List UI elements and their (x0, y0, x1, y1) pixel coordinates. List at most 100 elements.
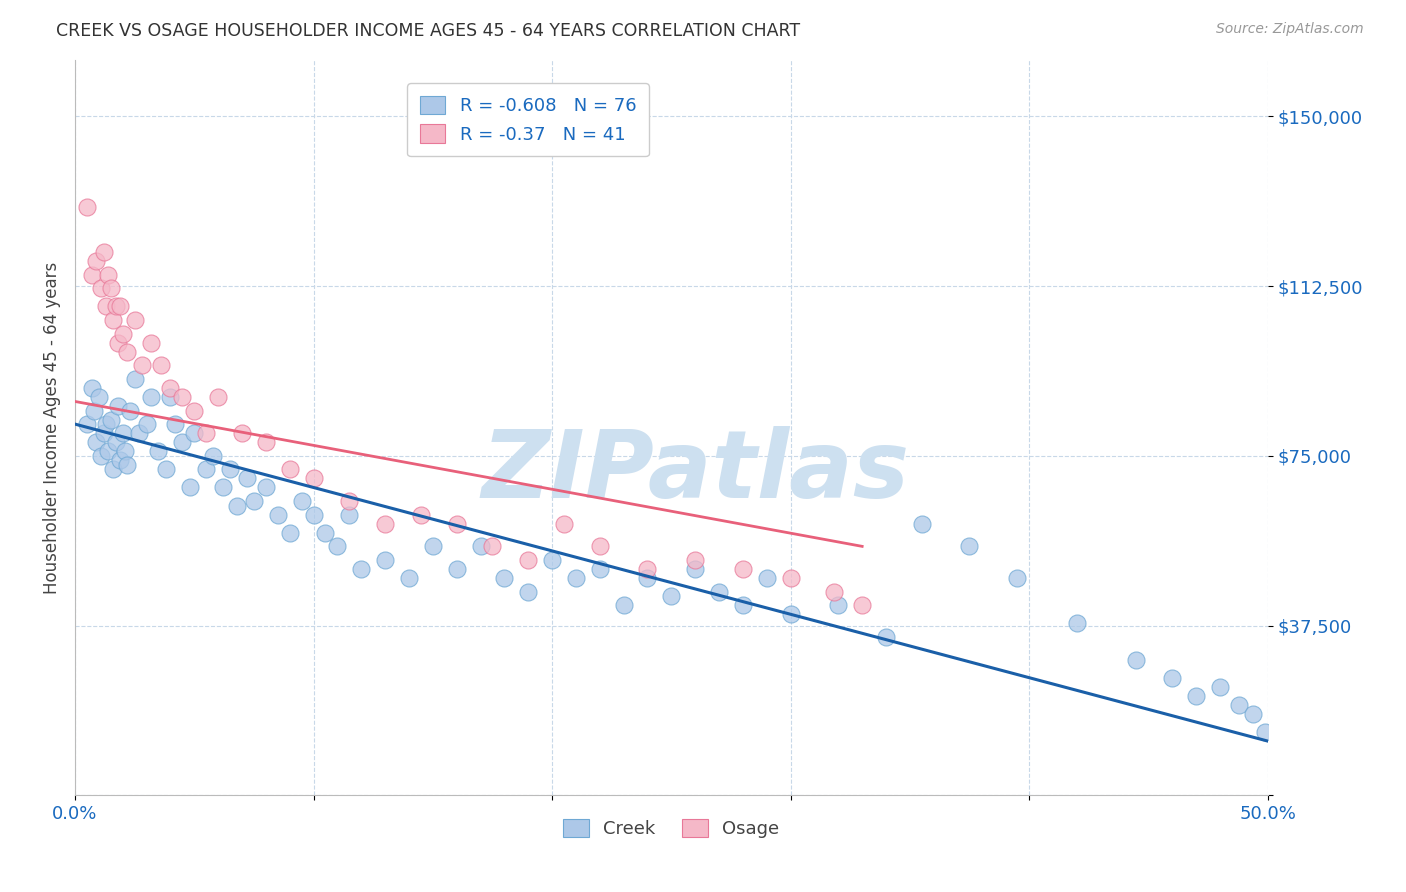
Point (87, 390, 110, 404)
Point (117, 458, 139, 472)
Point (111, 326, 134, 341)
Point (90, 281, 112, 295)
Point (1254, 725, 1277, 739)
Point (128, 426, 150, 441)
Point (159, 390, 181, 404)
Point (302, 508, 325, 522)
Point (100, 412, 122, 426)
Point (422, 540, 444, 554)
Point (110, 453, 132, 467)
Point (195, 426, 218, 441)
Point (93, 426, 115, 441)
Point (1005, 571, 1028, 585)
Point (97, 268, 120, 282)
Point (83, 403, 105, 417)
Point (101, 313, 124, 327)
Point (179, 481, 201, 495)
Point (589, 540, 612, 554)
Point (76, 200, 98, 214)
Point (90, 449, 112, 463)
Point (267, 508, 290, 522)
Point (398, 571, 420, 585)
Point (226, 499, 249, 513)
Point (254, 435, 277, 450)
Point (827, 599, 849, 613)
Point (104, 435, 127, 450)
Legend: Creek, Osage: Creek, Osage (557, 812, 786, 846)
Text: ZIPatlas: ZIPatlas (481, 425, 910, 517)
Point (851, 599, 873, 613)
Point (637, 562, 659, 576)
Point (470, 540, 492, 554)
Point (172, 390, 194, 404)
Point (148, 444, 170, 458)
Point (541, 553, 564, 567)
Point (235, 471, 257, 485)
Point (97, 444, 120, 458)
Text: CREEK VS OSAGE HOUSEHOLDER INCOME AGES 45 - 64 YEARS CORRELATION CHART: CREEK VS OSAGE HOUSEHOLDER INCOME AGES 4… (56, 22, 800, 40)
Point (86, 254, 108, 268)
Point (254, 481, 277, 495)
Point (104, 299, 127, 313)
Point (1161, 671, 1184, 685)
Point (1185, 689, 1208, 703)
Point (1227, 698, 1250, 712)
Point (446, 516, 468, 531)
Point (779, 607, 801, 622)
Point (326, 540, 349, 554)
Point (141, 390, 163, 404)
Point (683, 562, 706, 576)
Point (553, 516, 575, 531)
Point (101, 462, 124, 476)
Point (212, 481, 235, 495)
Point (149, 358, 172, 372)
Point (243, 494, 266, 508)
Point (302, 471, 325, 485)
Point (86, 435, 108, 450)
Point (80, 268, 103, 282)
Point (707, 584, 730, 599)
Point (1241, 706, 1264, 721)
Point (100, 281, 122, 295)
Point (314, 525, 336, 540)
Point (565, 571, 588, 585)
Point (291, 494, 314, 508)
Point (124, 313, 146, 327)
Point (659, 589, 682, 603)
Point (613, 599, 636, 613)
Point (374, 516, 396, 531)
Point (231, 426, 253, 441)
Point (875, 630, 897, 644)
Point (94, 417, 117, 431)
Point (155, 462, 177, 476)
Point (219, 462, 242, 476)
Point (114, 444, 136, 458)
Point (779, 571, 801, 585)
Point (337, 508, 360, 522)
Point (165, 417, 187, 431)
Point (823, 584, 845, 599)
Point (207, 390, 229, 404)
Point (110, 299, 132, 313)
Point (517, 553, 540, 567)
Point (172, 435, 194, 450)
Y-axis label: Householder Income Ages 45 - 64 years: Householder Income Ages 45 - 64 years (44, 261, 60, 593)
Point (731, 599, 754, 613)
Point (107, 335, 129, 350)
Point (755, 571, 778, 585)
Point (494, 571, 516, 585)
Point (195, 462, 218, 476)
Point (517, 584, 540, 599)
Point (76, 417, 98, 431)
Point (118, 403, 141, 417)
Point (1066, 616, 1088, 631)
Point (589, 562, 612, 576)
Point (159, 381, 181, 395)
Point (111, 426, 134, 441)
Point (107, 399, 129, 413)
Point (1209, 680, 1232, 694)
Point (202, 449, 225, 463)
Point (337, 494, 360, 508)
Point (446, 562, 468, 576)
Point (183, 403, 205, 417)
